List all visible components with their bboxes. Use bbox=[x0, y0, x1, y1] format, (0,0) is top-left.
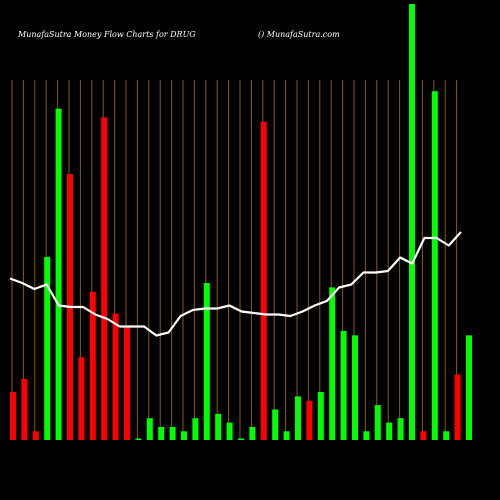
money-flow-line bbox=[9, 231, 462, 337]
money-flow-bar bbox=[169, 426, 176, 440]
money-flow-bar bbox=[454, 374, 461, 440]
money-flow-bar bbox=[409, 4, 415, 440]
money-flow-bar bbox=[283, 431, 290, 440]
money-flow-bar bbox=[260, 121, 267, 440]
money-flow-bar bbox=[363, 431, 370, 440]
money-flow-bar bbox=[55, 108, 62, 440]
money-flow-bar bbox=[431, 91, 438, 440]
money-flow-bar bbox=[32, 431, 39, 440]
money-flow-bar bbox=[124, 326, 130, 440]
money-flow-bar bbox=[158, 426, 165, 440]
money-flow-bar bbox=[466, 335, 472, 440]
money-flow-bar bbox=[21, 378, 28, 440]
money-flow-bar bbox=[386, 422, 393, 440]
money-flow-bar bbox=[397, 418, 404, 440]
money-flow-bar bbox=[249, 426, 256, 440]
money-flow-bar bbox=[443, 431, 450, 440]
money-flow-bar bbox=[215, 413, 222, 440]
money-flow-bar bbox=[329, 287, 336, 440]
money-flow-bar bbox=[340, 331, 347, 440]
money-flow-bar bbox=[10, 392, 16, 440]
money-flow-bars bbox=[10, 4, 472, 441]
money-flow-bar bbox=[146, 418, 153, 440]
money-flow-bar bbox=[352, 335, 358, 440]
chart-title: MunafaSutra Money Flow Charts for DRUG bbox=[17, 30, 196, 39]
money-flow-bar bbox=[203, 283, 210, 440]
money-flow-bar bbox=[89, 291, 96, 440]
money-flow-bar bbox=[374, 405, 381, 440]
money-flow-bar bbox=[135, 438, 142, 440]
money-flow-bar bbox=[78, 357, 85, 440]
money-flow-bar bbox=[317, 392, 324, 440]
money-flow-bar bbox=[238, 438, 244, 440]
money-flow-bar bbox=[306, 400, 313, 440]
site-label: () MunafaSutra.com bbox=[258, 30, 340, 39]
money-flow-bar bbox=[295, 396, 301, 440]
money-flow-bar bbox=[272, 409, 279, 440]
money-flow-bar bbox=[101, 117, 108, 441]
money-flow-bar bbox=[181, 431, 187, 440]
money-flow-bar bbox=[226, 422, 233, 440]
money-flow-bar bbox=[192, 418, 199, 440]
money-flow-bar bbox=[44, 256, 51, 440]
money-flow-bar bbox=[420, 431, 427, 440]
money-flow-bar bbox=[112, 313, 119, 440]
